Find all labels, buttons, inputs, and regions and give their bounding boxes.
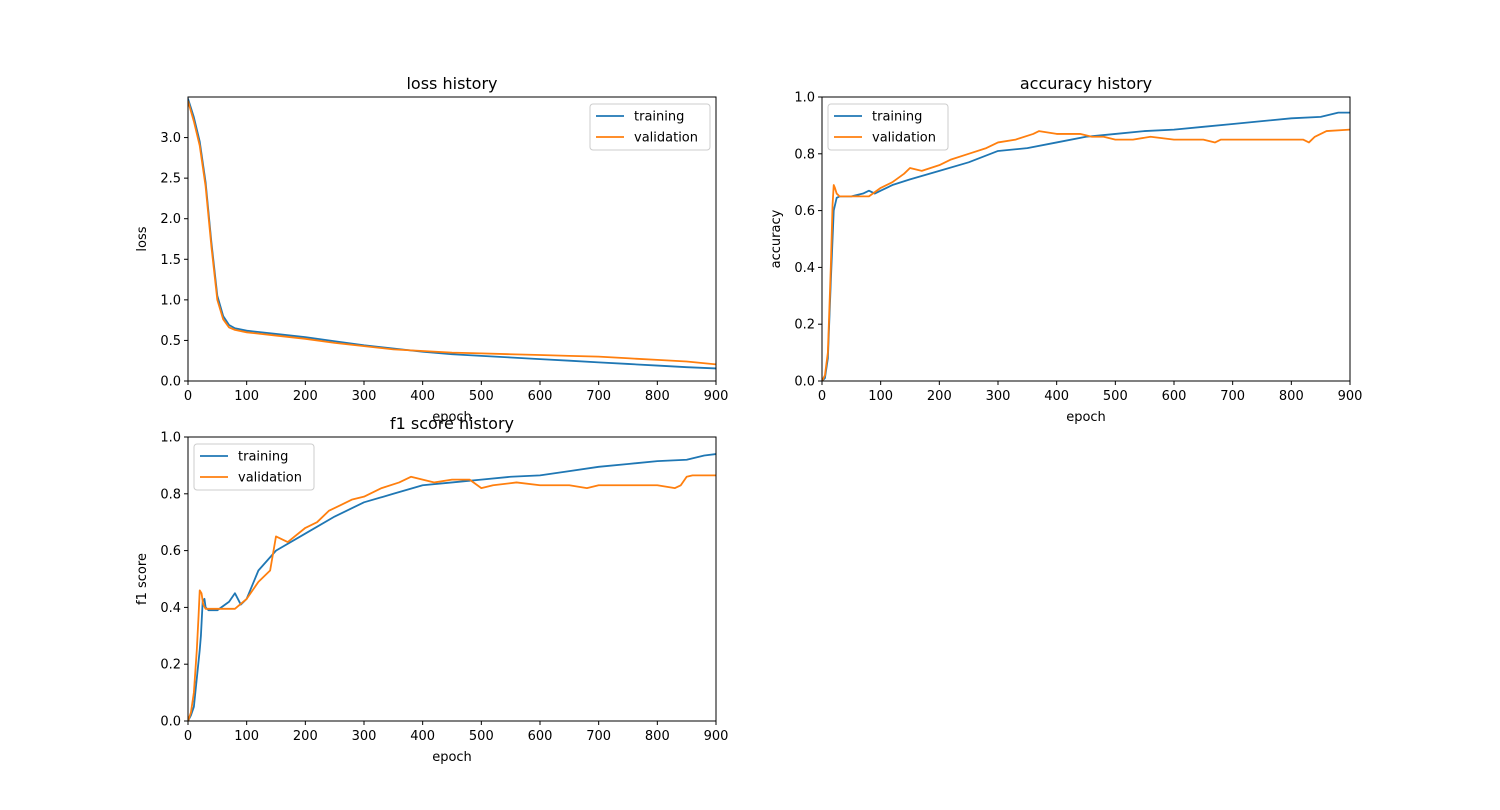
x-tick-label: 400 (410, 729, 435, 744)
x-tick-label: 500 (469, 729, 494, 744)
y-tick-label: 0.4 (794, 261, 815, 276)
y-axis-label: f1 score (135, 553, 150, 605)
x-tick-label: 300 (352, 729, 377, 744)
legend: training validation (827, 103, 949, 151)
legend-label-validation: validation (634, 131, 698, 146)
x-tick-label: 0 (818, 389, 826, 404)
y-tick-label: 1.0 (160, 293, 181, 308)
axes-frame (187, 436, 717, 722)
y-axis-label: loss (135, 226, 150, 251)
chart-title: loss history (406, 74, 497, 93)
legend: training validation (589, 103, 711, 151)
y-tick-label: 1.5 (160, 253, 181, 268)
y-tick-label: 0.2 (160, 658, 181, 673)
chart-panel-0: 0 100 200 300 400 500 600 700 800 900 0.0 0.5 1.0 1.5… (135, 74, 728, 425)
y-tick-label: 0.8 (160, 487, 181, 502)
y-tick-label: 0.4 (160, 601, 181, 616)
x-axis-label: epoch (1066, 410, 1106, 425)
y-tick-label: 0.0 (794, 375, 815, 390)
chart-title: f1 score history (390, 414, 514, 433)
x-tick-label: 200 (293, 389, 318, 404)
chart-panel-2: 0 100 200 300 400 500 600 700 800 900 0.0 0.2 0.4 0.6… (135, 414, 728, 765)
x-tick-label: 800 (645, 729, 670, 744)
x-tick-label: 800 (1279, 389, 1304, 404)
x-tick-label: 800 (645, 389, 670, 404)
y-tick-label: 0.5 (160, 334, 181, 349)
y-tick-label: 0.6 (160, 544, 181, 559)
x-tick-label: 900 (704, 389, 729, 404)
legend-label-training: training (238, 450, 288, 465)
x-tick-label: 600 (528, 389, 553, 404)
axes-frame (187, 96, 717, 382)
series-line-validation (188, 100, 716, 366)
y-tick-label: 0.2 (794, 318, 815, 333)
x-tick-label: 400 (1044, 389, 1069, 404)
x-tick-label: 100 (234, 389, 259, 404)
x-tick-label: 100 (868, 389, 893, 404)
y-tick-label: 2.0 (160, 212, 181, 227)
x-tick-label: 0 (184, 729, 192, 744)
x-tick-label: 900 (704, 729, 729, 744)
legend: training validation (193, 443, 315, 491)
legend-label-training: training (872, 110, 922, 125)
y-tick-label: 0.0 (160, 375, 181, 390)
x-tick-label: 200 (927, 389, 952, 404)
x-tick-label: 400 (410, 389, 435, 404)
series-line-training (822, 111, 1350, 381)
legend-label-validation: validation (872, 131, 936, 146)
x-tick-label: 600 (528, 729, 553, 744)
x-tick-label: 900 (1338, 389, 1363, 404)
chart-title: accuracy history (1020, 74, 1152, 93)
x-tick-label: 700 (586, 729, 611, 744)
legend-label-training: training (634, 110, 684, 125)
axes-frame (821, 96, 1351, 382)
y-tick-label: 1.0 (794, 91, 815, 106)
chart-panel-1: 0 100 200 300 400 500 600 700 800 900 0.0 0.2 0.4 0.6… (769, 74, 1362, 425)
y-tick-label: 2.5 (160, 172, 181, 187)
x-axis-label: epoch (432, 750, 472, 765)
series-line-validation (188, 474, 716, 721)
y-tick-label: 3.0 (160, 131, 181, 146)
x-tick-label: 100 (234, 729, 259, 744)
x-tick-label: 200 (293, 729, 318, 744)
x-tick-label: 500 (1103, 389, 1128, 404)
y-tick-label: 1.0 (160, 431, 181, 446)
x-axis-label: epoch (432, 410, 472, 425)
y-tick-label: 0.6 (794, 204, 815, 219)
series-line-training (188, 453, 716, 721)
x-tick-label: 0 (184, 389, 192, 404)
x-tick-label: 500 (469, 389, 494, 404)
y-axis-label: accuracy (769, 209, 784, 268)
y-tick-label: 0.8 (794, 147, 815, 162)
x-tick-label: 600 (1162, 389, 1187, 404)
x-tick-label: 300 (986, 389, 1011, 404)
x-tick-label: 700 (586, 389, 611, 404)
legend-label-validation: validation (238, 471, 302, 486)
x-tick-label: 700 (1220, 389, 1245, 404)
x-tick-label: 300 (352, 389, 377, 404)
y-tick-label: 0.0 (160, 715, 181, 730)
series-line-validation (822, 128, 1350, 381)
